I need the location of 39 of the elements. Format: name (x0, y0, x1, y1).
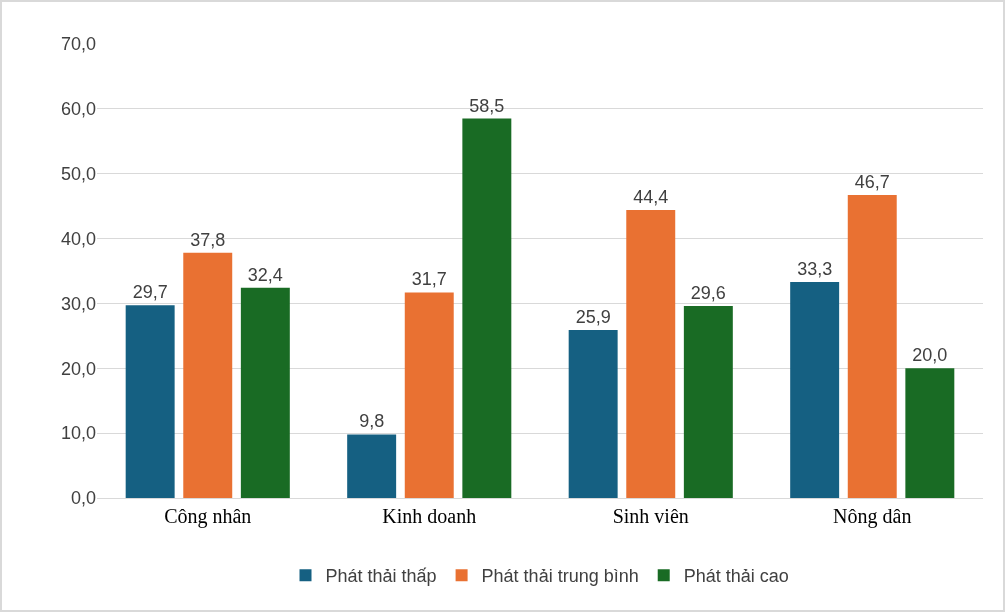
bar (626, 210, 676, 498)
legend-label: Phát thải thấp (325, 566, 437, 587)
data-label: 9,8 (359, 411, 385, 432)
data-label: 25,9 (575, 307, 611, 328)
bar (847, 195, 897, 498)
bar (462, 118, 512, 498)
bar (183, 252, 233, 498)
y-tick-label: 0,0 (70, 488, 96, 509)
y-tick-label: 50,0 (60, 164, 96, 185)
data-label: 37,8 (190, 229, 226, 250)
bar (683, 306, 733, 498)
data-label: 32,4 (247, 264, 283, 285)
x-tick-label: Nông dân (833, 505, 912, 528)
data-label: 46,7 (854, 172, 890, 193)
bar (347, 434, 397, 498)
data-label: 31,7 (411, 269, 447, 290)
data-label: 20,0 (912, 345, 948, 366)
data-label: 33,3 (797, 259, 833, 280)
y-tick-label: 30,0 (60, 293, 96, 314)
x-tick-label: Công nhân (164, 505, 252, 528)
y-tick-label: 10,0 (60, 423, 96, 444)
y-tick-label: 40,0 (60, 228, 96, 249)
bar (568, 330, 618, 498)
data-label: 29,6 (690, 283, 726, 304)
x-tick-label: Sinh viên (612, 505, 689, 527)
data-label: 29,7 (132, 282, 168, 303)
legend-label: Phát thải cao (683, 566, 789, 587)
bar (404, 292, 454, 498)
data-label: 44,4 (633, 187, 669, 208)
y-tick-label: 60,0 (60, 99, 96, 120)
bar (905, 368, 955, 498)
data-label: 58,5 (469, 95, 505, 116)
y-tick-label: 70,0 (60, 34, 96, 55)
legend-label: Phát thải trung bình (481, 566, 639, 587)
bar (790, 282, 840, 498)
y-tick-label: 20,0 (60, 358, 96, 379)
x-tick-label: Kinh doanh (382, 505, 477, 527)
bar (125, 305, 175, 498)
bar (240, 287, 290, 498)
